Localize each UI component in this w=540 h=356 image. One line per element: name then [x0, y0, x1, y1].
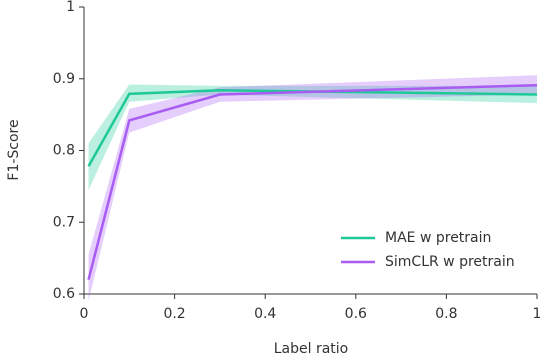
x-tick-label: 0.2 — [163, 306, 185, 322]
legend-label: MAE w pretrain — [385, 230, 491, 246]
x-axis-label: Label ratio — [274, 341, 349, 356]
series-line — [87, 83, 538, 280]
error-band — [88, 84, 537, 190]
y-tick-label: 0.9 — [53, 71, 75, 87]
x-tick-label: 1 — [533, 306, 540, 322]
y-axis-label: F1-Score — [6, 119, 22, 180]
y-tick-label: 1 — [66, 0, 75, 15]
y-tick-label: 0.6 — [53, 286, 75, 302]
x-tick-label: 0 — [80, 306, 89, 322]
series-line — [87, 88, 538, 167]
legend-label: SimCLR w pretrain — [385, 254, 515, 270]
y-tick-label: 0.8 — [53, 143, 75, 159]
y-tick-label: 0.7 — [53, 214, 75, 230]
x-tick-label: 0.6 — [345, 306, 367, 322]
x-tick-label: 0.4 — [254, 306, 276, 322]
x-tick-label: 0.8 — [435, 306, 457, 322]
legend-box — [335, 222, 535, 278]
